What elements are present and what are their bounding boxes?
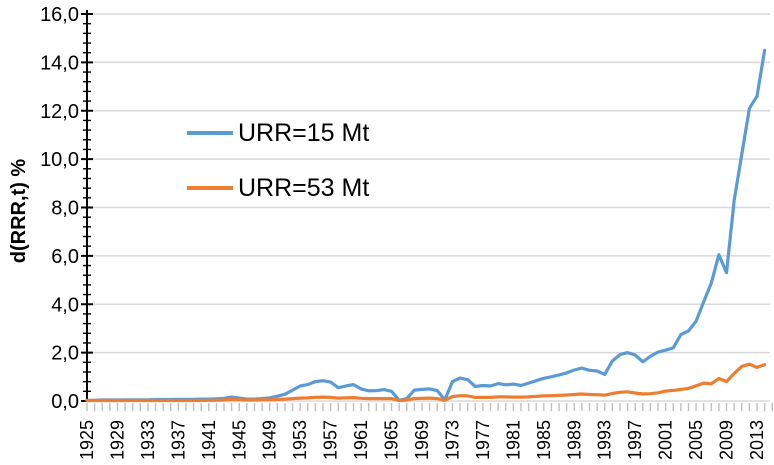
x-tick-label: 1957 xyxy=(321,420,341,460)
y-tick-label: 0,0 xyxy=(51,391,79,413)
y-tick-label: 10,0 xyxy=(40,149,79,171)
x-tick-label: 1961 xyxy=(351,420,371,460)
x-tick-label: 1949 xyxy=(260,420,280,460)
data-series-lines xyxy=(85,48,767,403)
x-tick-label: 2005 xyxy=(686,420,706,460)
x-tick-label: 1989 xyxy=(564,420,584,460)
x-tick-label: 1953 xyxy=(290,420,310,460)
gridlines xyxy=(87,13,770,402)
x-tick-label: 1925 xyxy=(77,420,97,460)
x-tick-label: 1973 xyxy=(442,420,462,460)
x-tick-label: 2013 xyxy=(747,420,767,460)
y-tick-label: 4,0 xyxy=(51,294,79,316)
series-line-urr15 xyxy=(85,48,767,402)
x-tick-label: 1969 xyxy=(412,420,432,460)
x-axis-tick-labels: 1925 1929 1933 1937 1941 1945 1949 1953 1957 1961… xyxy=(77,420,767,460)
x-tick-label: 1985 xyxy=(534,420,554,460)
legend-line-swatch-urr53 xyxy=(187,186,233,190)
legend: URR=15 Mt URR=53 Mt xyxy=(187,114,369,224)
legend-line-swatch-urr15 xyxy=(187,131,233,135)
legend-item-urr15: URR=15 Mt xyxy=(187,114,369,152)
series-line-urr53 xyxy=(85,362,767,403)
x-tick-label: 1941 xyxy=(199,420,219,460)
y-tick-label: 6,0 xyxy=(51,246,79,268)
y-tick-label: 16,0 xyxy=(40,4,79,26)
legend-label-urr15: URR=15 Mt xyxy=(238,118,370,147)
legend-label-urr53: URR=53 Mt xyxy=(238,173,370,202)
x-tick-label: 2001 xyxy=(656,420,676,460)
y-axis-title: d(RRR,t) % xyxy=(8,158,30,264)
x-tick-label: 1933 xyxy=(138,420,158,460)
x-tick-label: 1997 xyxy=(625,420,645,460)
y-tick-label: 8,0 xyxy=(51,198,79,220)
x-axis-ticks xyxy=(86,403,773,411)
x-tick-label: 1929 xyxy=(107,420,127,460)
x-tick-label: 2009 xyxy=(717,420,737,460)
y-tick-label: 2,0 xyxy=(51,343,79,365)
x-tick-label: 1965 xyxy=(382,420,402,460)
x-tick-label: 1945 xyxy=(229,420,249,460)
y-axis-line-and-ticks xyxy=(81,10,93,402)
y-tick-label: 14,0 xyxy=(40,52,79,74)
x-tick-label: 1977 xyxy=(473,420,493,460)
legend-item-urr53: URR=53 Mt xyxy=(187,169,369,207)
y-axis-tick-labels: 0,0 2,0 4,0 6,0 8,0 10,0 12,0 14,0 16,0 xyxy=(40,4,79,413)
y-tick-label: 12,0 xyxy=(40,101,79,123)
x-tick-label: 1937 xyxy=(168,420,188,460)
x-tick-label: 1981 xyxy=(503,420,523,460)
x-tick-label: 1993 xyxy=(595,420,615,460)
